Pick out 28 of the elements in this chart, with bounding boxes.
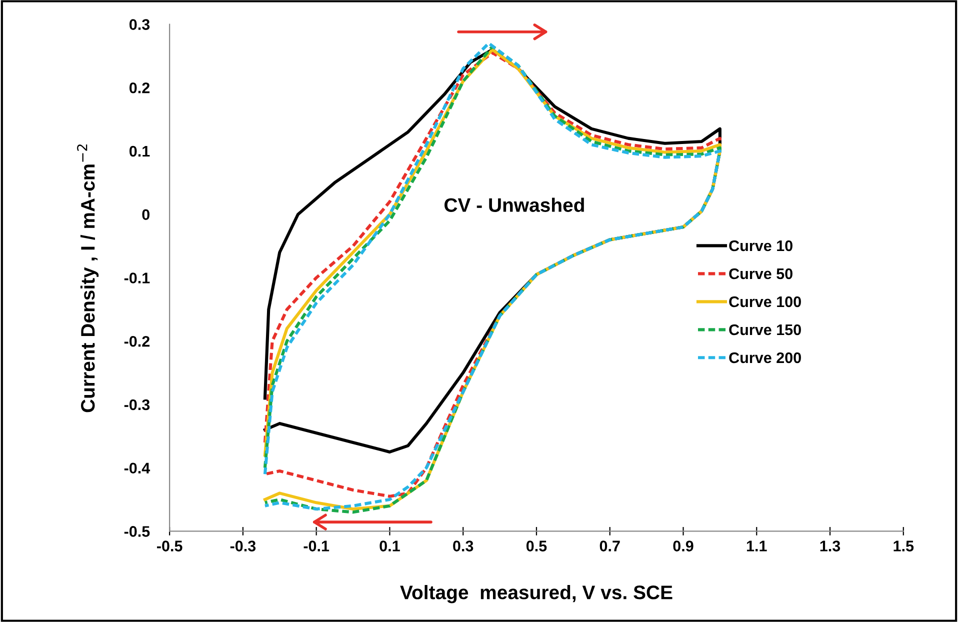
x-tick-label: -0.3 bbox=[230, 540, 256, 552]
x-tick-label: 0.7 bbox=[600, 540, 620, 552]
y-tick-label: 0.3 bbox=[129, 19, 150, 30]
legend-label: Curve 50 bbox=[729, 268, 792, 280]
x-tick-label: -0.5 bbox=[157, 540, 182, 552]
y-tick-label: -0.2 bbox=[124, 336, 150, 347]
x-tick-label: 1.1 bbox=[746, 540, 767, 552]
y-tick-label: 0 bbox=[142, 209, 150, 220]
annotation: CV - Unwashed bbox=[444, 198, 584, 212]
y-tick-label: -0.4 bbox=[124, 462, 150, 474]
x-tick-label: 0.3 bbox=[453, 540, 474, 552]
x-tick-label: 0.9 bbox=[673, 540, 694, 552]
x-tick-label: 0.1 bbox=[380, 540, 400, 552]
x-tick-label: 0.5 bbox=[526, 540, 547, 552]
y-tick-label: 0.2 bbox=[129, 82, 150, 94]
x-tick-label: -0.1 bbox=[304, 540, 330, 552]
y-tick-label: 0.1 bbox=[129, 146, 150, 157]
legend-label: Curve 200 bbox=[729, 352, 801, 364]
y-axis-title: Current Density , I / mA-cm$^{−2}$ bbox=[77, 144, 99, 412]
y-tick-label: -0.1 bbox=[124, 272, 150, 284]
x-tick-label: 1.3 bbox=[820, 540, 840, 552]
y-tick-label: -0.3 bbox=[124, 399, 150, 410]
x-axis-title: Voltage measured, V vs. SCE bbox=[400, 585, 672, 604]
x-tick-label: 1.5 bbox=[894, 540, 914, 552]
legend-label: Curve 10 bbox=[729, 240, 792, 252]
legend-label: Curve 150 bbox=[729, 324, 801, 336]
y-tick-label: -0.5 bbox=[124, 526, 150, 537]
legend-label: Curve 100 bbox=[729, 296, 801, 308]
